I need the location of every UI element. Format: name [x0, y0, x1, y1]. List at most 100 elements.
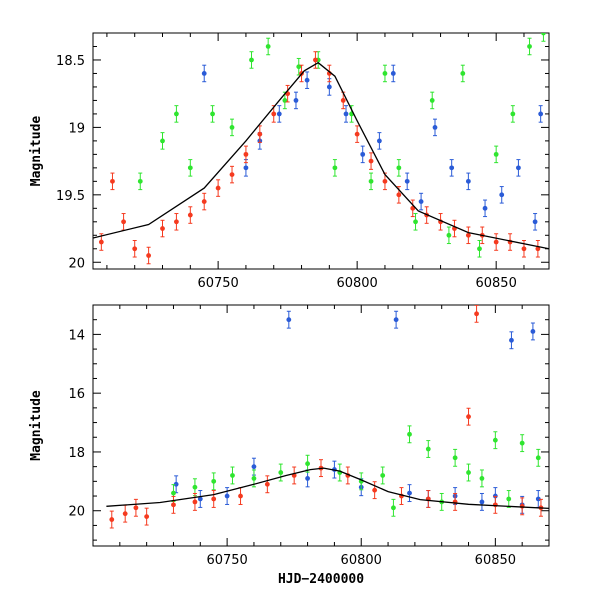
data-point	[465, 178, 471, 184]
data-point	[264, 481, 270, 487]
data-point	[174, 111, 179, 117]
data-point	[160, 226, 165, 231]
data-point	[305, 476, 310, 481]
data-point	[492, 437, 498, 443]
data-point	[171, 490, 176, 496]
data-series	[173, 310, 541, 514]
data-point	[332, 165, 338, 171]
data-point	[535, 246, 541, 252]
data-series	[201, 64, 544, 231]
data-point	[192, 484, 198, 490]
data-point	[109, 517, 115, 522]
data-point	[407, 431, 412, 437]
y-tick-label: 14	[68, 328, 85, 343]
data-point	[425, 446, 431, 452]
data-point	[493, 239, 499, 245]
data-point	[493, 151, 499, 157]
plot-area	[106, 305, 549, 529]
data-point	[201, 199, 207, 204]
data-point	[499, 192, 505, 198]
data-point	[449, 165, 455, 171]
data-series	[137, 33, 546, 258]
data-point	[224, 493, 230, 499]
data-point	[340, 98, 346, 103]
data-point	[479, 476, 485, 481]
data-point	[516, 165, 521, 171]
x-tick-label: 60800	[336, 276, 377, 291]
x-tick-label: 60850	[475, 276, 516, 291]
data-point	[132, 246, 138, 252]
data-point	[201, 71, 207, 76]
data-point	[343, 111, 349, 117]
data-point	[197, 496, 203, 502]
data-point	[407, 490, 412, 496]
data-point	[393, 317, 399, 323]
data-point	[446, 232, 452, 238]
data-point	[519, 440, 525, 446]
data-series	[171, 425, 541, 517]
data-point	[146, 253, 152, 258]
data-point	[187, 212, 193, 218]
data-point	[396, 192, 402, 198]
data-point	[313, 57, 318, 63]
data-point	[391, 505, 396, 511]
data-point	[238, 493, 243, 499]
data-point	[413, 219, 418, 225]
data-point	[532, 219, 538, 225]
data-point	[257, 131, 263, 137]
data-point	[229, 125, 235, 130]
data-point	[122, 511, 128, 517]
data-point	[466, 414, 471, 420]
data-point	[429, 98, 435, 103]
data-point	[137, 178, 143, 184]
model-curve	[106, 467, 549, 510]
data-point	[521, 246, 527, 252]
data-point	[477, 246, 482, 252]
y-tick-label: 20	[68, 256, 85, 271]
x-tick-label: 60850	[475, 553, 516, 568]
data-point	[396, 165, 402, 171]
data-point	[293, 98, 299, 103]
y-tick-label: 19	[68, 121, 85, 136]
data-point	[211, 496, 217, 502]
data-point	[110, 178, 115, 184]
data-point	[215, 185, 221, 191]
y-tick-label: 18.5	[56, 54, 85, 69]
data-point	[286, 317, 292, 323]
plot-area	[93, 33, 549, 265]
data-point	[173, 481, 179, 487]
y-tick-label: 20	[68, 505, 85, 520]
data-point	[160, 138, 165, 144]
data-point	[192, 499, 198, 505]
data-point	[278, 470, 284, 475]
data-point	[98, 239, 104, 245]
data-point	[210, 111, 215, 117]
model-curve	[93, 61, 549, 250]
x-tick-label: 60750	[197, 276, 238, 291]
data-point	[479, 499, 485, 505]
y-axis-title: Magnitude	[29, 390, 44, 461]
data-point	[174, 219, 179, 225]
y-axis-title: Magnitude	[29, 116, 44, 187]
axis-ticks	[93, 32, 549, 269]
plot-frame	[92, 32, 550, 270]
data-point	[530, 329, 536, 334]
data-point	[144, 514, 150, 520]
data-point	[380, 473, 386, 478]
x-tick-label: 60800	[341, 553, 382, 568]
data-point	[230, 473, 235, 478]
data-point	[229, 172, 235, 178]
plot-frame	[92, 304, 550, 547]
data-point	[474, 311, 479, 317]
data-point	[354, 131, 360, 137]
data-point	[304, 77, 310, 83]
data-point	[171, 502, 176, 508]
data-point	[265, 44, 271, 49]
data-point	[249, 57, 254, 63]
data-point	[372, 487, 378, 493]
data-point	[418, 199, 424, 204]
data-point	[465, 232, 471, 238]
data-point	[432, 125, 438, 130]
axis-ticks	[92, 304, 550, 546]
data-point	[510, 111, 516, 117]
